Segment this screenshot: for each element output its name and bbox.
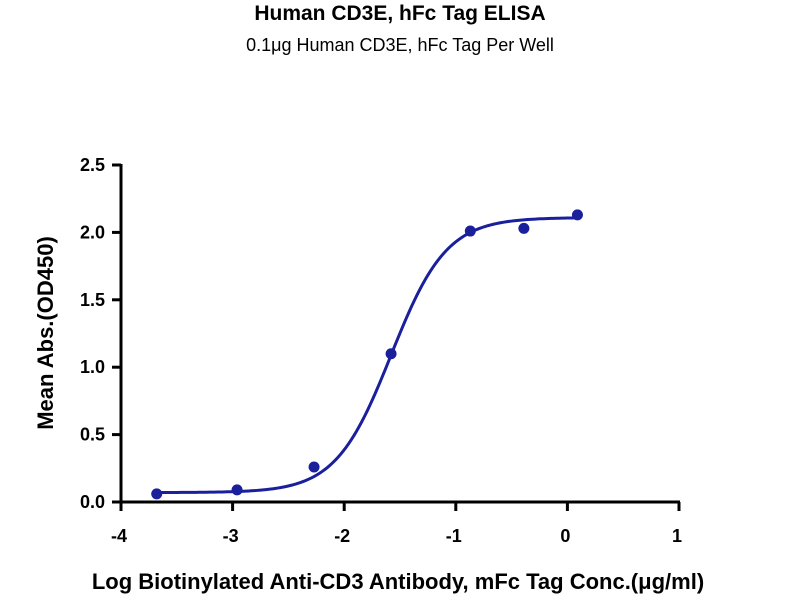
chart-subtitle: 0.1μg Human CD3E, hFc Tag Per Well [246, 35, 554, 55]
x-tick-label: 0 [560, 526, 570, 546]
data-points [151, 209, 583, 500]
y-tick-label: 2.0 [80, 222, 105, 242]
x-tick-label: -3 [223, 526, 239, 546]
data-point [464, 225, 476, 237]
y-ticks: 0.0 0.5 1.0 1.5 2.0 2.5 [80, 155, 121, 512]
x-tick-label: -2 [334, 526, 350, 546]
y-tick-label: 1.0 [80, 357, 105, 377]
x-tick-label: -4 [111, 526, 127, 546]
chart-title: Human CD3E, hFc Tag ELISA [254, 2, 546, 25]
data-point [571, 209, 583, 221]
data-point [151, 488, 163, 500]
axes [119, 164, 680, 504]
x-ticks: -4 -3 -2 -1 0 1 [111, 502, 682, 546]
y-tick-label: 2.5 [80, 155, 105, 175]
x-axis-label: Log Biotinylated Anti-CD3 Antibody, mFc … [92, 569, 704, 594]
data-point [385, 348, 397, 360]
data-point [518, 222, 530, 234]
y-tick-label: 0.0 [80, 492, 105, 512]
y-tick-label: 1.5 [80, 290, 105, 310]
data-point [231, 484, 243, 496]
fit-curve [156, 216, 578, 495]
y-axis-label: Mean Abs.(OD450) [33, 236, 58, 430]
x-tick-label: -1 [446, 526, 462, 546]
y-tick-label: 0.5 [80, 425, 105, 445]
data-point [308, 461, 320, 473]
x-tick-label: 1 [672, 526, 682, 546]
